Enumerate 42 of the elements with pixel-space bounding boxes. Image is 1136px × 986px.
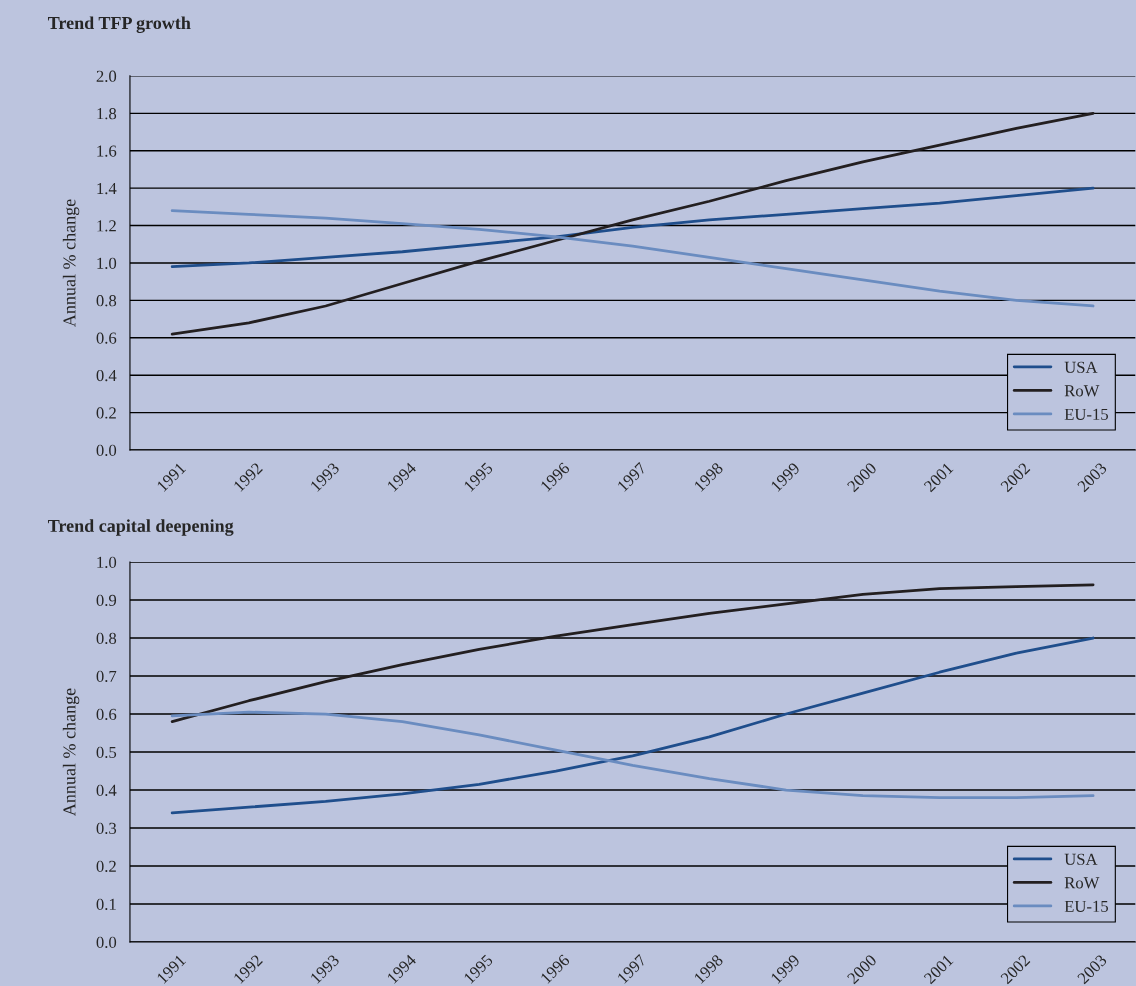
y-tick-label: 0.4	[96, 369, 117, 382]
legend-label: EU-15	[1064, 900, 1108, 912]
line-series	[170, 710, 1095, 800]
y-tick-label: 0.5	[96, 746, 117, 759]
x-tick-label: 2001	[923, 954, 954, 985]
line-series	[170, 209, 1095, 308]
y-tick-label: 2.0	[96, 70, 117, 82]
chart-title: Trend capital deepening	[47, 519, 234, 536]
line-series	[170, 583, 1095, 724]
line-series	[170, 636, 1095, 815]
x-tick-label: 1991	[156, 954, 187, 984]
legend-label: RoW	[1064, 385, 1100, 397]
y-tick-label: 1.6	[97, 145, 117, 157]
line-series	[170, 111, 1095, 336]
legend-label: USA	[1064, 853, 1098, 865]
line-series	[170, 186, 1095, 269]
y-tick-label: 0.8	[96, 295, 117, 307]
x-tick-label: 2001	[923, 462, 954, 493]
y-tick-label: 0.8	[96, 632, 117, 645]
y-tick-label: 1.0	[97, 257, 117, 269]
y-axis-title: Annual % change	[62, 199, 80, 327]
legend-label: RoW	[1064, 877, 1100, 889]
y-tick-label: 0.2	[96, 860, 116, 873]
y-tick-label: 0.0	[96, 444, 117, 457]
y-tick-label: 0.4	[96, 784, 117, 797]
y-tick-label: 0.6	[96, 708, 117, 721]
y-tick-label: 1.8	[97, 108, 117, 120]
y-tick-label: 0.3	[96, 822, 117, 835]
y-tick-label: 0.6	[96, 332, 117, 344]
legend-label: EU-15	[1064, 408, 1108, 420]
y-tick-label: 0.9	[96, 594, 117, 607]
y-tick-label: 0.2	[96, 407, 116, 419]
y-tick-label: 0.0	[96, 936, 117, 949]
y-tick-label: 0.7	[96, 670, 117, 683]
y-axis-title: Annual % change	[62, 688, 80, 817]
chart-title: Trend TFP growth	[47, 16, 191, 33]
legend-label: USA	[1064, 361, 1098, 373]
y-tick-label: 1.0	[97, 556, 117, 569]
y-tick-label: 1.4	[97, 182, 117, 195]
x-tick-label: 1991	[156, 462, 187, 492]
y-tick-label: 1.2	[97, 220, 116, 232]
y-tick-label: 0.1	[96, 898, 116, 911]
